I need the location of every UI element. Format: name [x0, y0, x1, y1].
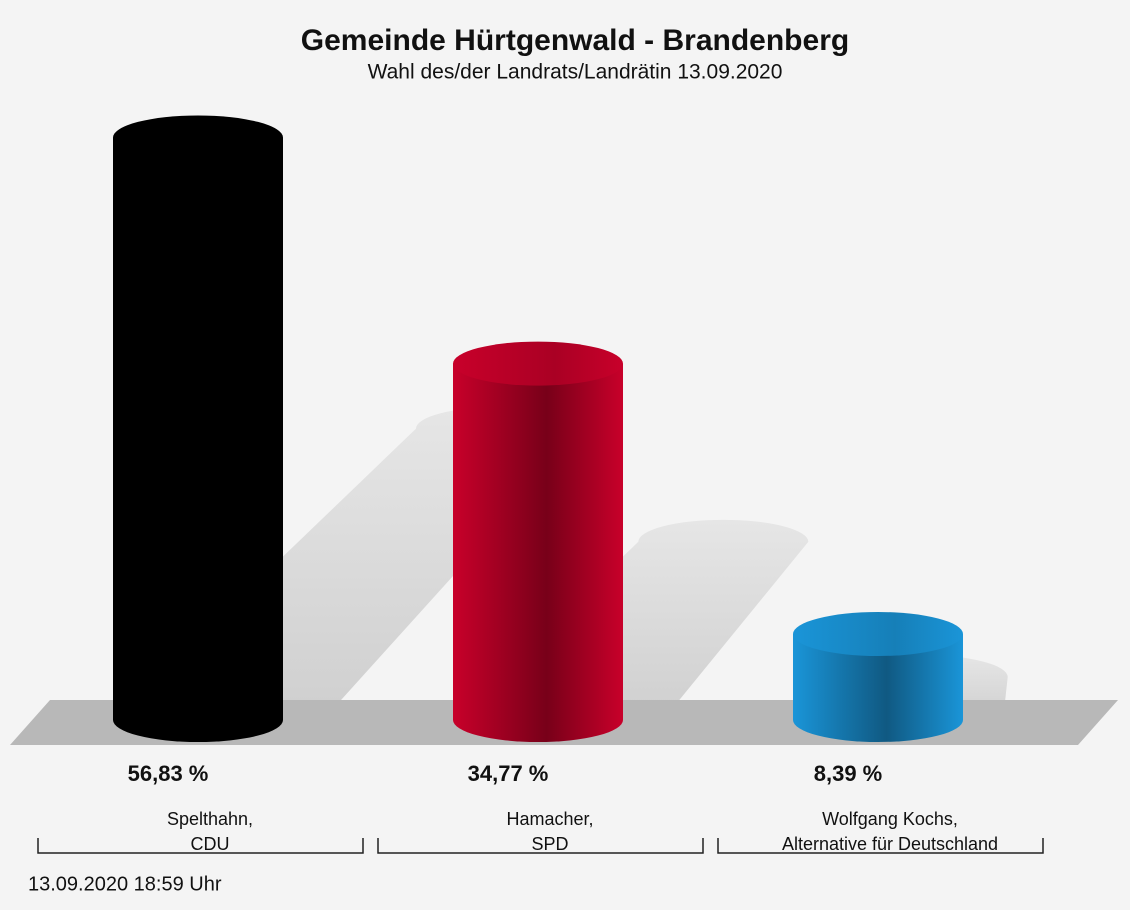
category-bracket: [37, 838, 364, 854]
bars: [113, 115, 963, 742]
bar-body: [113, 137, 283, 742]
category-label: Spelthahn,: [167, 809, 253, 829]
category-bracket: [377, 838, 704, 854]
value-label: 56,83 %: [128, 761, 209, 786]
bar-body: [453, 363, 623, 742]
footnote: 13.09.2020 18:59 Uhr: [28, 873, 222, 895]
category-label: Hamacher,: [506, 809, 593, 829]
bar: [793, 612, 963, 742]
category-label: SPD: [531, 834, 568, 854]
value-label: 8,39 %: [814, 761, 883, 786]
bar-top: [113, 115, 283, 160]
chart-subtitle: Wahl des/der Landrats/Landrätin 13.09.20…: [368, 61, 783, 84]
bar-top: [453, 341, 623, 386]
value-label: 34,77 %: [468, 761, 549, 786]
bar-top: [793, 612, 963, 657]
category-label: Wolfgang Kochs,: [822, 809, 958, 829]
category-bracket: [717, 838, 1044, 854]
bar-body: [793, 634, 963, 742]
category-label: CDU: [191, 834, 230, 854]
chart-title: Gemeinde Hürtgenwald - Brandenberg: [301, 24, 849, 57]
bar: [453, 341, 623, 742]
bar: [113, 115, 283, 742]
category-label: Alternative für Deutschland: [782, 834, 998, 854]
